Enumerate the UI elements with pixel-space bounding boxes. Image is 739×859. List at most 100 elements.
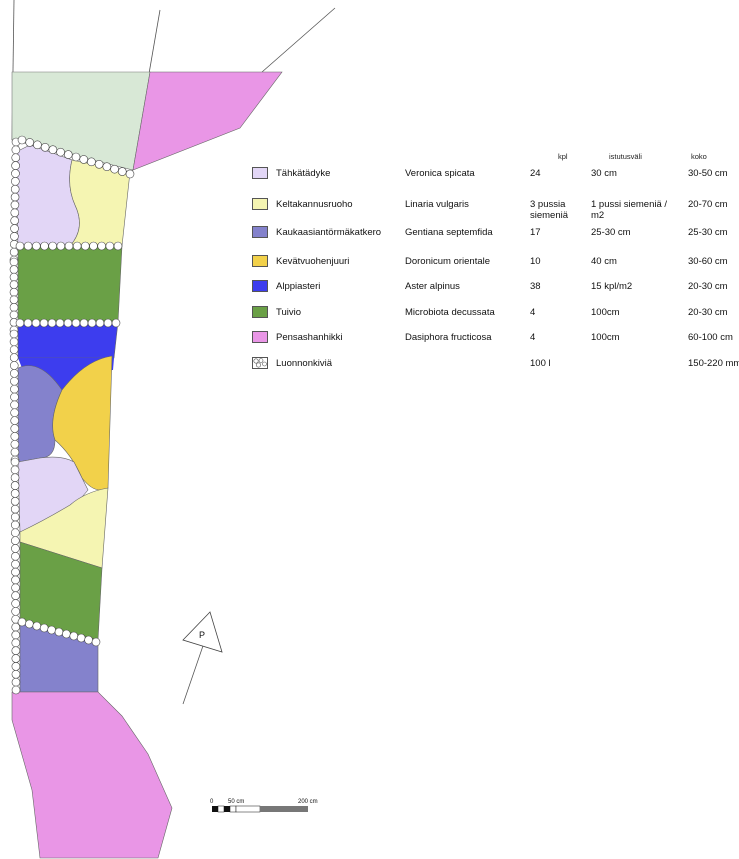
stone [11,654,21,663]
scale-bar-seg-6 [260,806,308,812]
stone [11,607,20,616]
plant-name: Kaukaasiantörmäkatkero [276,227,382,238]
stone [56,147,65,157]
stone [10,232,19,241]
scale-bar-seg-5 [235,805,261,813]
stone [56,241,66,251]
plant-spacing: 25-30 cm [591,227,631,238]
plant-latin: Gentiana septemfida [405,227,493,238]
stone [103,318,113,328]
plant-count: 4 [530,332,536,343]
stone [113,241,123,251]
header-kpl: kpl [558,152,568,161]
stone [39,623,49,633]
stone [11,669,21,679]
plant-spacing: 30 cm [591,168,617,179]
plant-size: 150-220 mm [688,358,739,369]
header-istutusvali: istutusväli [609,152,642,161]
stone [72,241,82,251]
stone [11,169,20,178]
stone [9,257,19,267]
swatch-pensashanhikki [252,331,268,343]
stone [10,400,19,410]
stone [25,619,34,629]
north-arrow-label: P [199,630,205,640]
plant-latin: Linaria vulgaris [405,199,469,210]
legend-row: Luonnonkiviä 100 l 150-220 mm [252,356,739,376]
stone [89,241,98,251]
plant-name: Luonnonkiviä [276,358,332,369]
scale-label-end: 200 cm [298,799,318,805]
stone [95,318,105,328]
stone [87,157,96,167]
swatch-alppiasteri [252,280,268,292]
stone [10,432,20,441]
stone [10,408,19,418]
plant-count: 17 [530,227,541,238]
plant-size: 30-60 cm [688,256,728,267]
stone [9,303,19,312]
stone [11,536,20,545]
stone [40,241,49,251]
stone [10,439,20,449]
legend-row: Pensashanhikki Dasiphora fructicosa 4 10… [252,330,739,350]
stone [54,627,64,637]
swatch-tahkatadyke [252,167,268,179]
stone [15,241,25,251]
legend-row: Tähkätädyke Veronica spicata 24 30 cm 30… [252,166,739,186]
stone [79,318,89,328]
stone [10,512,20,522]
stone [10,416,19,425]
plant-size: 25-30 cm [688,227,728,238]
stone [11,552,20,561]
stone [33,140,42,150]
plant-size: 20-30 cm [688,281,728,292]
stone [11,544,20,553]
stone [40,142,50,152]
plant-latin: Aster alpinus [405,281,460,292]
plant-count: 3 pussia siemeniä [530,199,569,221]
stone [10,392,19,402]
stone [10,465,20,475]
stone [11,677,21,687]
legend-row: Keltakannusruoho Linaria vulgaris 3 puss… [252,197,739,221]
stone [48,241,57,251]
north-arrow-head [182,611,223,653]
stone [84,635,93,645]
plant-latin: Dasiphora fructicosa [405,332,492,343]
stone [11,646,21,655]
plant-spacing: 15 kpl/m2 [591,281,633,292]
plant-name: Alppiasteri [276,281,321,292]
stone [9,345,19,355]
swatch-kaukaasiantormakatkero [252,226,268,238]
scale-bar-seg-1 [212,806,218,812]
plant-latin: Veronica spicata [405,168,475,179]
stone [10,473,20,483]
stone [48,145,58,155]
stone [9,353,19,362]
stone [81,241,90,251]
bed-keltakannusruoho-lower [19,487,109,569]
plant-count: 4 [530,307,536,318]
plant-size: 30-50 cm [688,168,728,179]
natural-stones [9,135,135,695]
stone [9,272,19,282]
stone [10,489,20,498]
stone [11,638,21,648]
legend-row: Tuivio Microbiota decussata 4 100cm 20-3… [252,305,739,325]
stone [11,591,20,600]
stone [76,633,86,643]
stone [31,318,41,328]
plant-spacing: 40 cm [591,256,617,267]
stone [11,630,21,640]
stone [9,329,19,339]
stone [11,153,21,163]
stone [10,208,20,218]
scale-label-zero: 0 [210,799,214,805]
stone [63,150,73,159]
north-arrow-shaft [182,639,206,705]
stone [9,287,19,297]
stone [125,169,135,179]
stone [110,164,119,174]
